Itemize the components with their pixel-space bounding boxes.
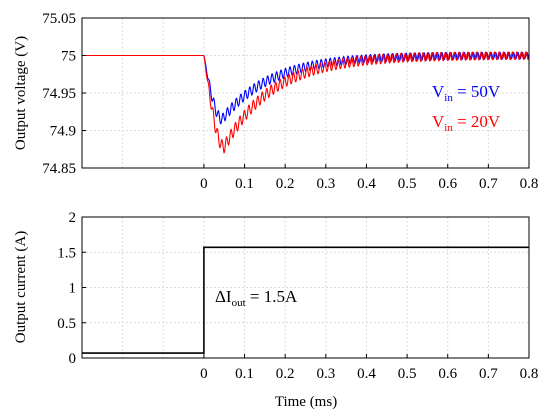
current-series-line-0 — [82, 246, 529, 354]
voltage-axis-label: Output voltage (V) — [13, 36, 29, 150]
voltage-panel: 0 0.1 0.2 0.3 0.4 0.5 0.6 0.7 0.8 74.85 74.9 74.95 7… — [13, 11, 538, 192]
voltage-y-tick-label: 74.85 — [42, 161, 76, 177]
voltage-y-tick-label: 74.9 — [50, 124, 76, 140]
current-x-tick-label: 0.4 — [357, 366, 376, 382]
current-x-tick-label: 0 — [200, 366, 208, 382]
voltage-x-tick-label: 0.6 — [438, 176, 457, 192]
current-y-tick-label: 0 — [69, 351, 77, 367]
voltage-x-tick-label: 0.4 — [357, 176, 376, 192]
current-x-tick-label: 0.5 — [398, 366, 417, 382]
current-y-tick-label: 2 — [69, 210, 77, 226]
vin-50-annotation: Vin = 50V — [432, 82, 501, 104]
current-axis-label: Output current (A) — [13, 231, 29, 343]
voltage-tick-labels: 0 0.1 0.2 0.3 0.4 0.5 0.6 0.7 0.8 74.85 74.9 74.95 7… — [42, 11, 538, 192]
current-grid — [82, 217, 529, 358]
voltage-x-tick-label: 0.7 — [479, 176, 498, 192]
time-axis-label: Time (ms) — [275, 394, 337, 410]
current-x-tick-label: 0.6 — [438, 366, 457, 382]
voltage-x-tick-label: 0.8 — [520, 176, 539, 192]
voltage-x-tick-label: 0.5 — [398, 176, 417, 192]
voltage-y-tick-label: 74.95 — [42, 86, 76, 102]
current-tick-labels: 0 0.1 0.2 0.3 0.4 0.5 0.6 0.7 0.8 0 0.5 1 1.5 2 — [57, 210, 538, 382]
voltage-series — [82, 51, 530, 154]
voltage-series-line-1 — [82, 51, 530, 154]
current-x-tick-label: 0.8 — [520, 366, 539, 382]
current-x-tick-label: 0.3 — [316, 366, 335, 382]
current-plot-frame — [81, 216, 530, 359]
current-panel: 0 0.1 0.2 0.3 0.4 0.5 0.6 0.7 0.8 0 0.5 1 1.5 2 Outpu… — [13, 210, 538, 410]
current-x-tick-label: 0.2 — [276, 366, 295, 382]
voltage-x-tick-label: 0 — [200, 176, 208, 192]
voltage-y-tick-label: 75.05 — [42, 11, 76, 27]
voltage-y-tick-label: 75 — [61, 49, 76, 65]
current-series — [82, 246, 529, 354]
current-y-tick-label: 1 — [69, 281, 77, 297]
current-x-tick-label: 0.1 — [235, 366, 254, 382]
vin-20-annotation: Vin = 20V — [432, 112, 501, 134]
voltage-x-tick-label: 0.3 — [316, 176, 335, 192]
voltage-x-tick-label: 0.1 — [235, 176, 254, 192]
delta-iout-annotation: ΔIout = 1.5A — [215, 287, 298, 309]
voltage-x-tick-label: 0.2 — [276, 176, 295, 192]
current-x-tick-label: 0.7 — [479, 366, 498, 382]
current-y-tick-label: 1.5 — [57, 245, 76, 261]
current-y-tick-label: 0.5 — [57, 316, 76, 332]
